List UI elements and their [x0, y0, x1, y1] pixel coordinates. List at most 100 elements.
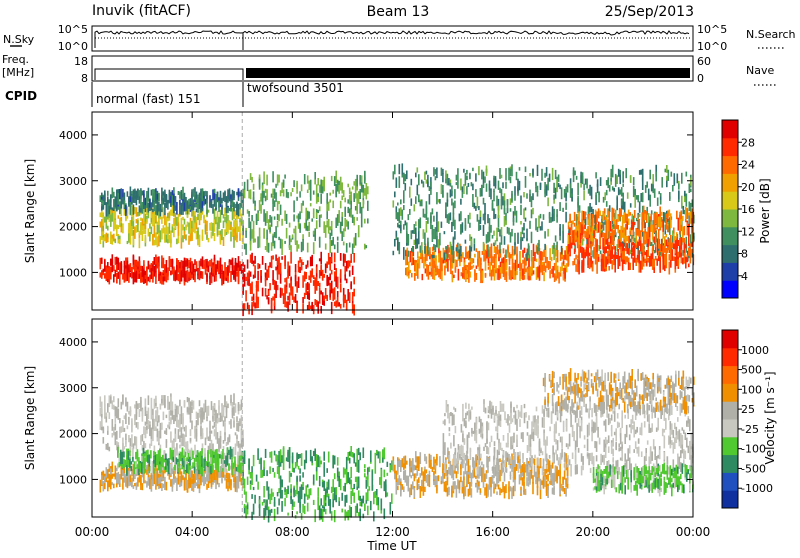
heatmap-cell [206, 235, 208, 240]
heatmap-cell [296, 511, 298, 514]
heatmap-cell [469, 234, 471, 241]
heatmap-cell [532, 208, 534, 214]
heatmap-cell [191, 479, 193, 484]
heatmap-cell [158, 193, 160, 202]
heatmap-cell [178, 473, 180, 484]
heatmap-cell [313, 451, 315, 456]
heatmap-cell [125, 439, 127, 447]
heatmap-cell [195, 455, 197, 462]
heatmap-cell [444, 231, 446, 234]
heatmap-cell [510, 232, 512, 242]
heatmap-cell [631, 220, 633, 224]
heatmap-cell [195, 463, 197, 467]
heatmap-cell [161, 228, 163, 239]
heatmap-cell [420, 246, 422, 253]
heatmap-cell [367, 201, 369, 211]
heatmap-cell [655, 228, 657, 232]
heatmap-cell [490, 188, 492, 199]
heatmap-cell [617, 239, 619, 245]
heatmap-cell [568, 222, 570, 226]
heatmap-cell [235, 444, 237, 456]
heatmap-cell [186, 464, 188, 472]
heatmap-cell [316, 454, 318, 465]
heatmap-cell [133, 207, 135, 211]
heatmap-cell [641, 222, 643, 232]
heatmap-cell [638, 264, 640, 273]
heatmap-cell [538, 244, 540, 251]
heatmap-cell [115, 270, 117, 277]
heatmap-cell [375, 491, 377, 498]
heatmap-cell [626, 236, 628, 241]
heatmap-cell [192, 454, 194, 459]
heatmap-cell [301, 184, 303, 191]
heatmap-cell [638, 219, 640, 231]
heatmap-cell [681, 196, 683, 208]
heatmap-cell [319, 476, 321, 479]
heatmap-cell [247, 179, 249, 191]
heatmap-cell [180, 465, 182, 468]
heatmap-cell [197, 227, 199, 238]
heatmap-cell [182, 187, 184, 200]
heatmap-cell [314, 449, 316, 462]
heatmap-cell [675, 257, 677, 270]
heatmap-cell [618, 169, 620, 177]
heatmap-cell [216, 454, 218, 465]
heatmap-cell [329, 290, 331, 298]
heatmap-cell [250, 272, 252, 277]
heatmap-cell [230, 208, 232, 211]
heatmap-cell [628, 262, 630, 270]
heatmap-cell [179, 435, 181, 442]
heatmap-cell [649, 170, 651, 180]
heatmap-cell [549, 174, 551, 182]
heatmap-cell [286, 288, 288, 294]
heatmap-cell [269, 215, 271, 223]
heatmap-cell [145, 443, 147, 448]
heatmap-cell [626, 243, 628, 254]
heatmap-cell [414, 240, 416, 245]
heatmap-cell [586, 232, 588, 238]
heatmap-cell [518, 264, 520, 268]
heatmap-cell [178, 191, 180, 195]
heatmap-cell [182, 458, 184, 466]
heatmap-cell [316, 220, 318, 229]
heatmap-cell [263, 171, 265, 184]
heatmap-cell [433, 216, 435, 222]
heatmap-cell [657, 198, 659, 206]
heatmap-cell [245, 231, 247, 238]
heatmap-cell [307, 175, 309, 183]
heatmap-cell [125, 478, 127, 487]
heatmap-cell [340, 479, 342, 491]
heatmap-cell [313, 231, 315, 235]
heatmap-cell [272, 468, 274, 472]
heatmap-cell [482, 251, 484, 255]
heatmap-cell [150, 450, 152, 458]
heatmap-cell [610, 178, 612, 182]
heatmap-cell [178, 429, 180, 439]
heatmap-cell [167, 213, 169, 218]
nsearch-tick-top: 10^5 [697, 23, 727, 36]
heatmap-cell [106, 233, 108, 243]
heatmap-cell [290, 496, 292, 504]
heatmap-cell [137, 269, 139, 279]
heatmap-cell [384, 453, 386, 459]
heatmap-cell [450, 242, 452, 250]
heatmap-cell [320, 194, 322, 204]
heatmap-region-1 [100, 393, 244, 455]
heatmap-cell [172, 440, 174, 449]
heatmap-cell [419, 263, 421, 268]
heatmap-cell [480, 225, 482, 230]
heatmap-cell [472, 184, 474, 191]
heatmap-cell [552, 266, 554, 278]
heatmap-cell [151, 190, 153, 196]
heatmap-cell [673, 256, 675, 261]
heatmap-cell [583, 191, 585, 201]
heatmap-cell [205, 225, 207, 235]
heatmap-cell [596, 224, 598, 233]
heatmap-cell [143, 273, 145, 285]
heatmap-cell [366, 500, 368, 504]
heatmap-cell [352, 244, 354, 255]
heatmap-cell [439, 199, 441, 204]
heatmap-cell [305, 272, 307, 279]
heatmap-cell [524, 248, 526, 253]
